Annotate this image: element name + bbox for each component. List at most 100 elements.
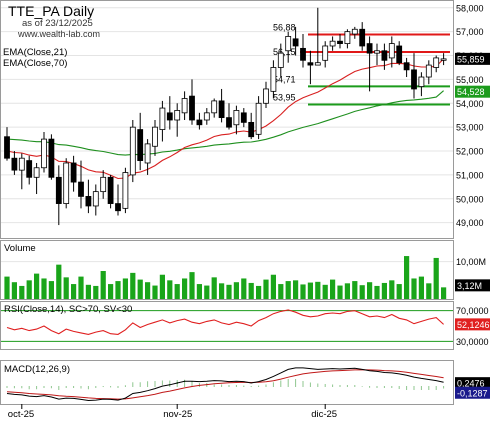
volume-bar: [174, 284, 180, 299]
level-label: 54,71: [273, 74, 296, 84]
candle-body: [381, 50, 388, 61]
macd-value-tag-bg: [455, 377, 490, 390]
candle-body: [166, 112, 173, 121]
volume-bar: [381, 282, 387, 299]
volume-title: Volume: [4, 243, 36, 254]
candle-body: [41, 138, 47, 169]
candle-body: [396, 45, 403, 64]
candle-body: [85, 196, 92, 207]
candle-body: [48, 138, 55, 178]
last-price-tag-bg: [455, 52, 490, 65]
volume-bar: [93, 285, 99, 299]
candle-body: [425, 64, 432, 78]
last-price-tag: 55,859: [457, 54, 485, 64]
candle-body: [292, 38, 299, 47]
candle-body: [226, 117, 232, 128]
candle-body: [70, 162, 77, 183]
candle-body: [374, 50, 380, 54]
price-tick-label: 51,000: [456, 170, 484, 180]
candle-body: [359, 28, 366, 47]
volume-bar: [441, 287, 447, 299]
volume-value-tag: 3,12M: [457, 281, 482, 291]
volume-bar: [374, 285, 380, 299]
rsi-value-tag-bg: [455, 318, 490, 331]
candle-body: [78, 181, 84, 197]
volume-bar: [270, 274, 276, 299]
volume-bar: [19, 285, 25, 299]
candle-body: [418, 76, 425, 87]
chart-title: TTE_PA Daily: [8, 3, 94, 19]
volume-bar: [426, 283, 432, 299]
volume-tick-label: 10,00M: [456, 257, 486, 267]
rsi-value-tag: 52,1246: [457, 320, 490, 330]
volume-bar: [26, 280, 32, 299]
date-tick-label: dic-25: [311, 409, 337, 420]
volume-bar: [233, 282, 239, 299]
candle-body: [33, 167, 40, 178]
candle-body: [152, 126, 158, 147]
candle-body: [337, 40, 343, 44]
volume-bar: [352, 281, 358, 299]
volume-bar: [418, 276, 424, 299]
rsi-path: [6, 309, 444, 335]
candle-body: [300, 47, 306, 61]
candle-body: [218, 100, 225, 119]
volume-bar: [337, 285, 343, 299]
volume-bar: [396, 284, 402, 299]
volume-bar: [189, 272, 195, 299]
ema70-line: [6, 90, 444, 156]
volume-bar: [34, 273, 40, 299]
volume-bar: [322, 284, 328, 299]
volume-bar: [404, 256, 410, 299]
volume-bar: [307, 282, 313, 299]
volume-bar: [211, 277, 217, 299]
site-watermark: www.wealth-lab.com: [17, 29, 100, 39]
candle-body: [100, 176, 107, 193]
volume-bar: [56, 264, 62, 299]
date-axis: oct-25 nov-25 dic-25: [8, 404, 337, 420]
price-tick-label: 55,000: [456, 75, 484, 85]
candle-body: [240, 112, 247, 123]
rsi-title: RSI(Close,14), SC>70, SV<30: [4, 304, 132, 315]
volume-bar: [108, 284, 114, 299]
volume-bar: [344, 283, 350, 299]
volume-bar: [100, 271, 106, 299]
volume-bar: [159, 274, 165, 299]
volume-bar: [167, 280, 173, 299]
volume-bars: [4, 256, 447, 299]
candle-body: [55, 176, 62, 204]
candle-body: [26, 160, 33, 178]
volume-bar: [330, 279, 336, 299]
legend-ema70: EMA(Close,70): [3, 58, 67, 69]
volume-bar: [359, 285, 365, 299]
candle-body: [263, 88, 269, 104]
volume-bar: [122, 278, 128, 299]
volume-bar: [182, 278, 188, 299]
volume-bar: [411, 278, 417, 299]
date-tick-label: oct-25: [8, 409, 34, 420]
candle-body: [351, 28, 358, 35]
candle-body: [11, 157, 18, 171]
volume-bar: [278, 284, 284, 299]
candle-body: [307, 62, 314, 66]
volume-bar: [285, 281, 291, 299]
volume-bar: [78, 276, 84, 299]
rsi-pane-frame: [0, 301, 454, 350]
rsi-tick-label: 70,0000: [456, 306, 489, 316]
level-label: 56,15: [273, 47, 296, 57]
candle-body: [211, 100, 218, 114]
volume-bar: [248, 282, 254, 299]
volume-bar: [137, 279, 143, 299]
candle-body: [18, 157, 25, 171]
price-tick-label: 57,000: [456, 27, 484, 37]
date-tick-label: nov-25: [163, 409, 192, 420]
volume-bar: [152, 285, 158, 299]
volume-bar: [63, 277, 69, 299]
price-tick-label: 54,000: [456, 99, 484, 109]
candle-body: [322, 45, 329, 61]
volume-bar: [367, 282, 373, 299]
volume-pane-frame: [0, 240, 454, 300]
candle-body: [248, 121, 255, 138]
macd-line: [6, 367, 444, 402]
